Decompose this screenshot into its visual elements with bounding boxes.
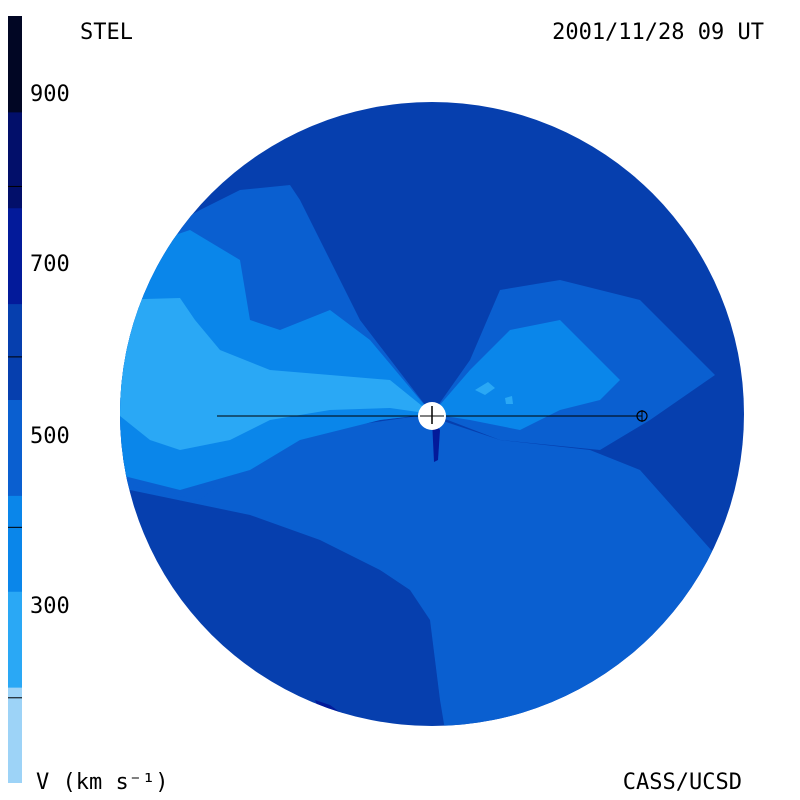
colorbar-segment	[8, 207, 22, 305]
colorbar-segment	[8, 111, 22, 209]
colorbar-segment	[8, 591, 22, 688]
velocity-region-300-fleck	[475, 382, 495, 395]
colorbar-tick-label-700: 700	[30, 252, 70, 277]
colorbar-tick-label-900: 900	[30, 82, 70, 107]
colorbar-segment	[8, 495, 22, 592]
velocity-region-400-right	[432, 320, 620, 430]
velocity-region-500-lower	[120, 414, 744, 726]
velocity-region-300-left	[120, 298, 432, 450]
velocity-region-700-spike	[432, 420, 440, 462]
unit-label: V (km s⁻¹)	[36, 770, 169, 795]
colorbar-tick-label-500: 500	[30, 424, 70, 449]
velocity-region-300-fleck	[505, 396, 513, 404]
colorbar-segment	[8, 303, 22, 400]
credit-label: CASS/UCSD	[622, 770, 742, 795]
colorbar-segment	[8, 687, 22, 783]
velocity-colorbar	[8, 16, 22, 783]
station-label: STEL	[80, 20, 133, 45]
colorbar-segment	[8, 16, 22, 113]
colorbar-tick-label-300: 300	[30, 594, 70, 619]
datetime-label: 2001/11/28 09 UT	[552, 20, 764, 45]
colorbar-segment	[8, 399, 22, 496]
